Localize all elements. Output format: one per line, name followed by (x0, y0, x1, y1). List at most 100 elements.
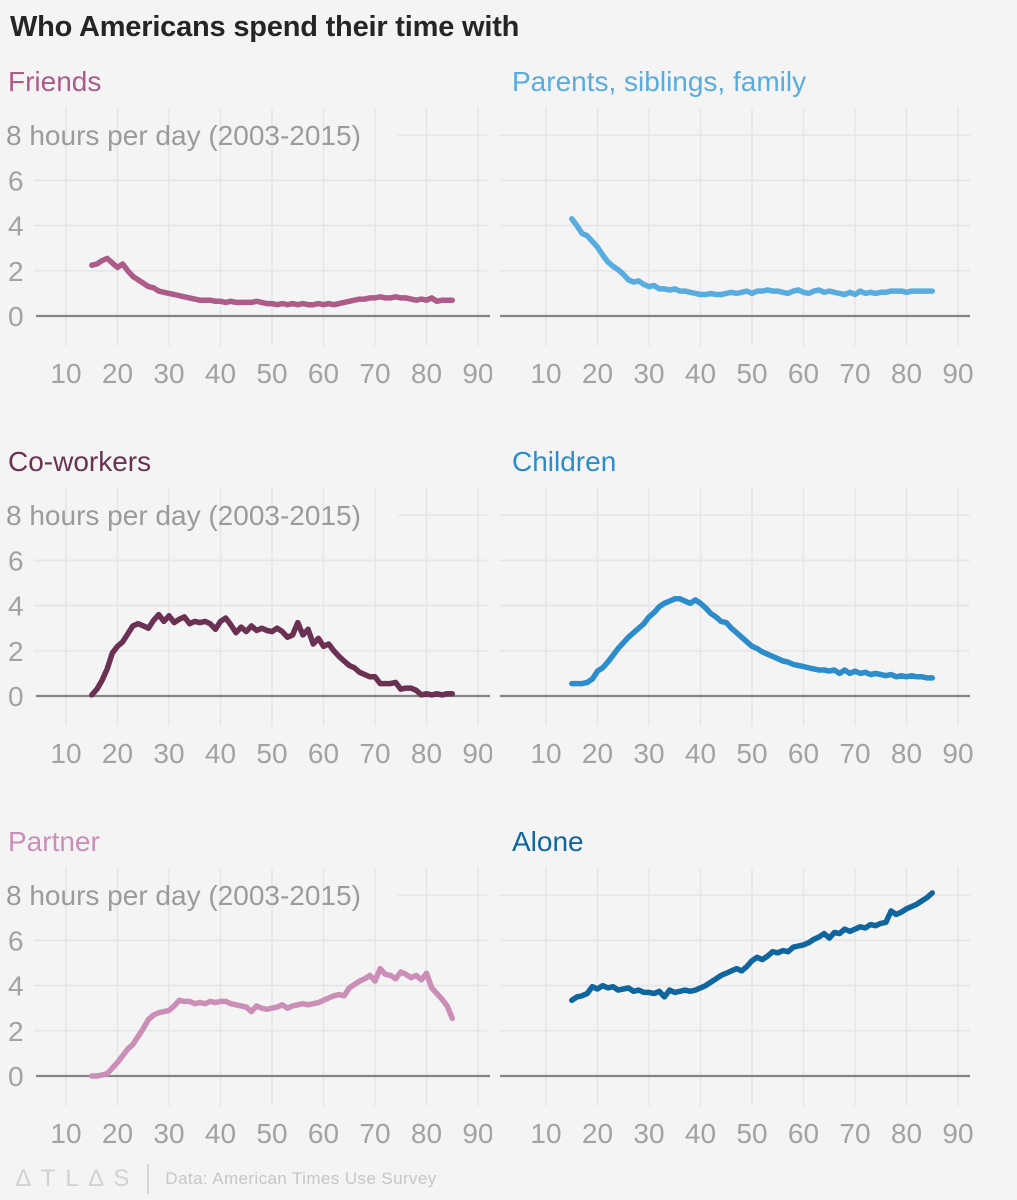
panel-title-co-workers: Co-workers (8, 446, 152, 477)
x-tick-label: 30 (153, 1118, 184, 1149)
y-tick-label: 0 (8, 301, 24, 332)
data-line-friends (89, 255, 456, 308)
header: Who Americans spend their time with (0, 0, 1017, 52)
y-tick-label: 4 (8, 971, 24, 1002)
x-tick-label: 70 (359, 358, 390, 389)
y-tick-label: 4 (8, 211, 24, 242)
y-tick-label: 2 (8, 1016, 24, 1047)
footer-separator (147, 1164, 150, 1194)
x-tick-label: 60 (308, 1118, 339, 1149)
chart-panel-alone: Alone 10 20 30 40 50 60 70 80 90 (500, 812, 1017, 1158)
chart-canvas-alone: 10 20 30 40 50 60 70 80 90 (500, 868, 974, 1149)
y-axis-caption: 8 hours per day (2003-2015) (6, 500, 361, 531)
panel-title-parents-siblings-family: Parents, siblings, family (512, 66, 807, 97)
x-tick-label: 10 (50, 358, 81, 389)
x-tick-label: 80 (411, 1118, 442, 1149)
x-tick-label: 60 (788, 738, 819, 769)
footer: ∆TL∆S Data: American Times Use Survey (0, 1158, 1017, 1200)
x-tick-label: 70 (839, 358, 870, 389)
y-tick-label: 6 (8, 925, 24, 956)
data-source-label: Data: American Times Use Survey (165, 1169, 437, 1188)
x-tick-label: 30 (633, 738, 664, 769)
x-tick-label: 90 (942, 1118, 973, 1149)
y-tick-label: 4 (8, 591, 24, 622)
atlas-logo: ∆TL∆S (16, 1165, 140, 1192)
y-tick-label: 6 (8, 545, 24, 576)
x-tick-label: 10 (530, 1118, 561, 1149)
chart-canvas-friends: 0 2 4 6 8 hours per day (2003-2015) 10 20 30 40 5… (6, 108, 492, 389)
x-tick-label: 30 (153, 358, 184, 389)
data-line-parents-siblings-family (569, 216, 936, 298)
y-tick-label: 6 (8, 165, 24, 196)
x-tick-label: 20 (582, 358, 613, 389)
data-line-children (569, 596, 936, 687)
x-tick-label: 70 (359, 738, 390, 769)
panel-title-friends: Friends (8, 66, 102, 97)
x-tick-label: 40 (205, 358, 236, 389)
x-tick-label: 50 (256, 738, 287, 769)
x-tick-label: 50 (736, 1118, 767, 1149)
panel-title-alone: Alone (512, 826, 584, 857)
x-tick-label: 50 (736, 738, 767, 769)
x-tick-label: 50 (256, 1118, 287, 1149)
y-tick-label: 0 (8, 1061, 24, 1092)
x-tick-label: 20 (102, 1118, 133, 1149)
x-tick-label: 30 (153, 738, 184, 769)
x-tick-label: 20 (102, 358, 133, 389)
y-tick-label: 0 (8, 681, 24, 712)
x-tick-label: 10 (50, 1118, 81, 1149)
y-tick-label: 2 (8, 256, 24, 287)
x-tick-label: 90 (942, 738, 973, 769)
data-line-co-workers (89, 611, 456, 698)
panel-title-children: Children (512, 446, 617, 477)
chart-panel-parents-siblings-family: Parents, siblings, family 10 20 30 40 50 60 70 8… (500, 52, 1017, 398)
x-tick-label: 70 (839, 738, 870, 769)
x-tick-label: 10 (530, 738, 561, 769)
y-axis-caption: 8 hours per day (2003-2015) (6, 880, 361, 911)
y-tick-label: 2 (8, 636, 24, 667)
x-tick-label: 90 (462, 358, 492, 389)
x-tick-label: 60 (788, 358, 819, 389)
x-tick-label: 90 (942, 358, 973, 389)
x-tick-label: 80 (891, 358, 922, 389)
x-tick-label: 20 (582, 1118, 613, 1149)
x-tick-label: 30 (633, 1118, 664, 1149)
x-tick-label: 10 (50, 738, 81, 769)
x-tick-label: 20 (102, 738, 133, 769)
panel-title-partner: Partner (8, 826, 100, 857)
chart-canvas-co-workers: 0 2 4 6 8 hours per day (2003-2015) 10 20 30 40 5… (6, 488, 492, 769)
x-tick-label: 80 (891, 1118, 922, 1149)
x-tick-label: 90 (462, 1118, 492, 1149)
x-tick-label: 40 (685, 738, 716, 769)
x-tick-label: 40 (205, 738, 236, 769)
x-tick-label: 60 (308, 738, 339, 769)
x-tick-label: 50 (256, 358, 287, 389)
chart-panel-children: Children 10 20 30 40 50 60 70 80 90 (500, 432, 1017, 778)
x-tick-label: 20 (582, 738, 613, 769)
x-tick-label: 60 (308, 358, 339, 389)
y-axis-caption: 8 hours per day (2003-2015) (6, 120, 361, 151)
x-tick-label: 30 (633, 358, 664, 389)
data-line-partner (89, 965, 456, 1079)
x-tick-label: 70 (839, 1118, 870, 1149)
chart-panel-partner: Partner 0 2 4 6 8 hours per day (2003-2015) 10… (0, 812, 500, 1158)
chart-canvas-children: 10 20 30 40 50 60 70 80 90 (500, 488, 974, 769)
x-tick-label: 40 (685, 358, 716, 389)
x-tick-label: 90 (462, 738, 492, 769)
charts-grid: Friends 0 2 4 6 8 hours per day (2003-2015) 10… (0, 52, 1017, 1158)
page-title: Who Americans spend their time with (10, 11, 520, 43)
chart-canvas-partner: 0 2 4 6 8 hours per day (2003-2015) 10 20 30 40 5… (6, 868, 492, 1149)
x-tick-label: 80 (891, 738, 922, 769)
x-tick-label: 80 (411, 358, 442, 389)
x-tick-label: 80 (411, 738, 442, 769)
data-line-alone (569, 890, 936, 1004)
x-tick-label: 40 (205, 1118, 236, 1149)
chart-panel-co-workers: Co-workers 0 2 4 6 8 hours per day (2003-2015… (0, 432, 500, 778)
x-tick-label: 10 (530, 358, 561, 389)
x-tick-label: 60 (788, 1118, 819, 1149)
chart-panel-friends: Friends 0 2 4 6 8 hours per day (2003-2015) 10… (0, 52, 500, 398)
x-tick-label: 50 (736, 358, 767, 389)
x-tick-label: 40 (685, 1118, 716, 1149)
x-tick-label: 70 (359, 1118, 390, 1149)
chart-canvas-parents-siblings-family: 10 20 30 40 50 60 70 80 90 (500, 108, 974, 389)
